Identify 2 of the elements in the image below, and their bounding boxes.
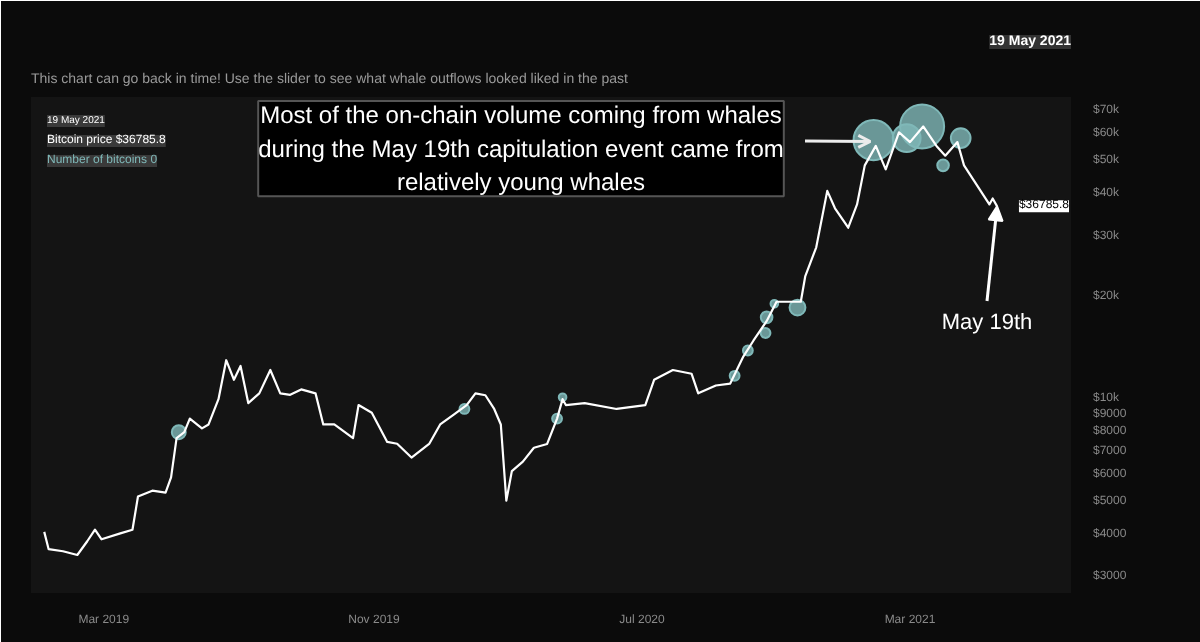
annotation: Most of the on-chain volume coming from whales during the May 19th capitulation event came from relatively young whales [258, 101, 784, 197]
annotation: May 19th [941, 311, 1033, 335]
